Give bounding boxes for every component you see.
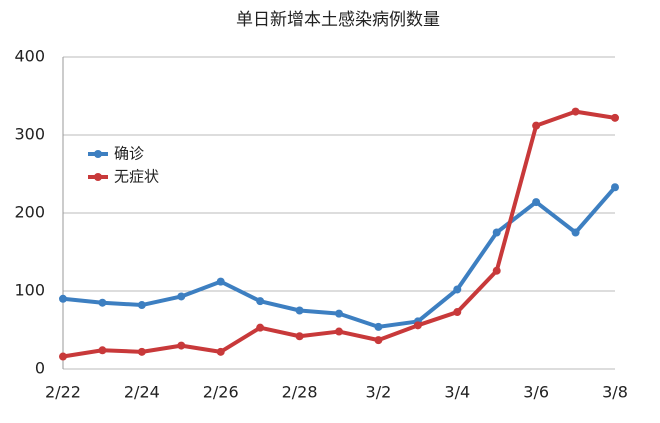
point — [335, 327, 343, 336]
point — [335, 309, 343, 318]
x-tick-label: 3/4 — [444, 383, 470, 402]
point — [532, 121, 541, 130]
chart-title: 单日新增本土感染病例数量 — [236, 10, 440, 30]
point — [571, 228, 580, 237]
y-tick-label: 300 — [14, 125, 45, 144]
point — [137, 301, 146, 310]
x-tick-label: 2/26 — [203, 383, 239, 402]
x-tick-label: 2/28 — [282, 383, 318, 402]
y-tick-label: 100 — [14, 281, 45, 300]
point — [374, 336, 383, 345]
x-tick-label: 3/6 — [523, 383, 549, 402]
point — [177, 292, 186, 301]
point — [571, 107, 580, 116]
point — [59, 352, 67, 361]
legend-label: 确诊 — [114, 145, 144, 163]
x-tick-label: 2/24 — [124, 383, 160, 402]
point — [98, 346, 107, 355]
point — [492, 228, 501, 237]
point — [295, 306, 304, 315]
y-tick-label: 400 — [14, 47, 45, 66]
point — [453, 308, 462, 317]
point — [216, 347, 225, 356]
point — [137, 347, 146, 356]
y-tick-label: 200 — [14, 203, 45, 222]
y-tick-label: 0 — [35, 359, 45, 378]
point — [59, 294, 67, 303]
x-tick-label: 2/22 — [45, 383, 81, 402]
point — [177, 341, 186, 350]
point — [453, 285, 462, 294]
point — [413, 321, 422, 330]
point — [374, 322, 383, 331]
point — [611, 183, 619, 192]
point — [295, 332, 304, 341]
point — [492, 266, 501, 275]
legend-marker — [94, 173, 102, 181]
point — [256, 297, 265, 306]
point — [216, 277, 225, 286]
point — [98, 298, 107, 307]
point — [256, 323, 265, 332]
legend-marker — [94, 150, 102, 158]
point — [532, 198, 541, 207]
point — [611, 113, 619, 122]
x-tick-label: 3/2 — [366, 383, 392, 402]
legend-label: 无症状 — [114, 168, 159, 186]
x-tick-label: 3/8 — [602, 383, 628, 402]
